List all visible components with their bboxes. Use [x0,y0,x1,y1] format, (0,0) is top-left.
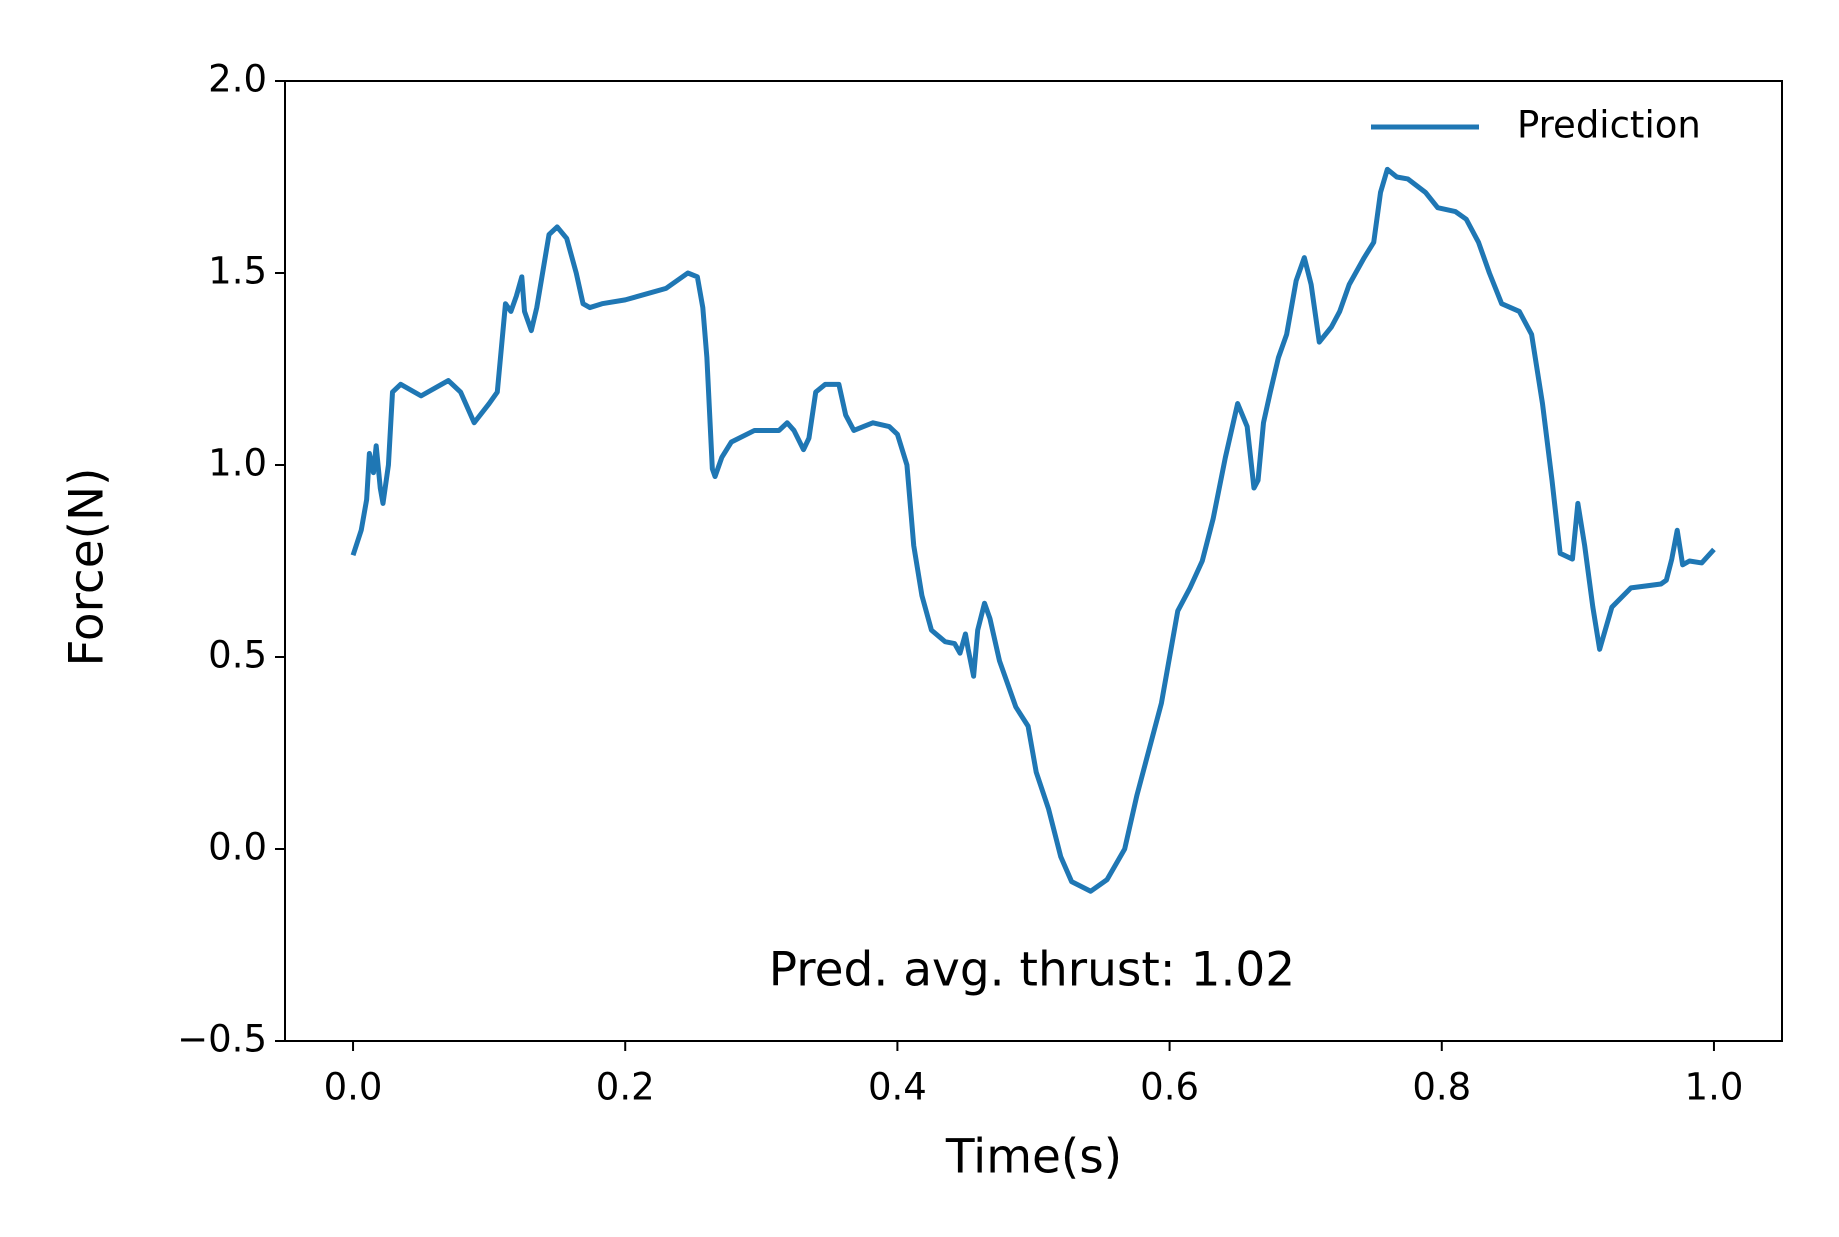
y-tick-label: 2.0 [208,58,267,101]
x-tick-label: 0.6 [1140,1066,1199,1109]
annotation: Pred. avg. thrust: 1.02 [769,943,1295,998]
x-axis-label: Time(s) [945,1130,1122,1185]
legend-label: Prediction [1517,104,1701,147]
y-tick-label: 0.0 [208,826,267,869]
x-tick-label: 1.0 [1685,1066,1744,1109]
line-series [350,166,1716,894]
y-tick-label: 1.0 [208,442,267,485]
x-tick-label: 0.8 [1412,1066,1471,1109]
y-tick-label: −0.5 [177,1018,267,1061]
x-tick-label: 0.4 [868,1066,927,1109]
x-tick-label: 0.2 [596,1066,655,1109]
y-tick-label: 1.5 [208,250,267,293]
y-axis-label: Force(N) [60,468,115,667]
y-tick-label: 0.5 [208,634,267,677]
x-tick-label: 0.0 [324,1066,383,1109]
plot-frame [284,80,1783,1042]
